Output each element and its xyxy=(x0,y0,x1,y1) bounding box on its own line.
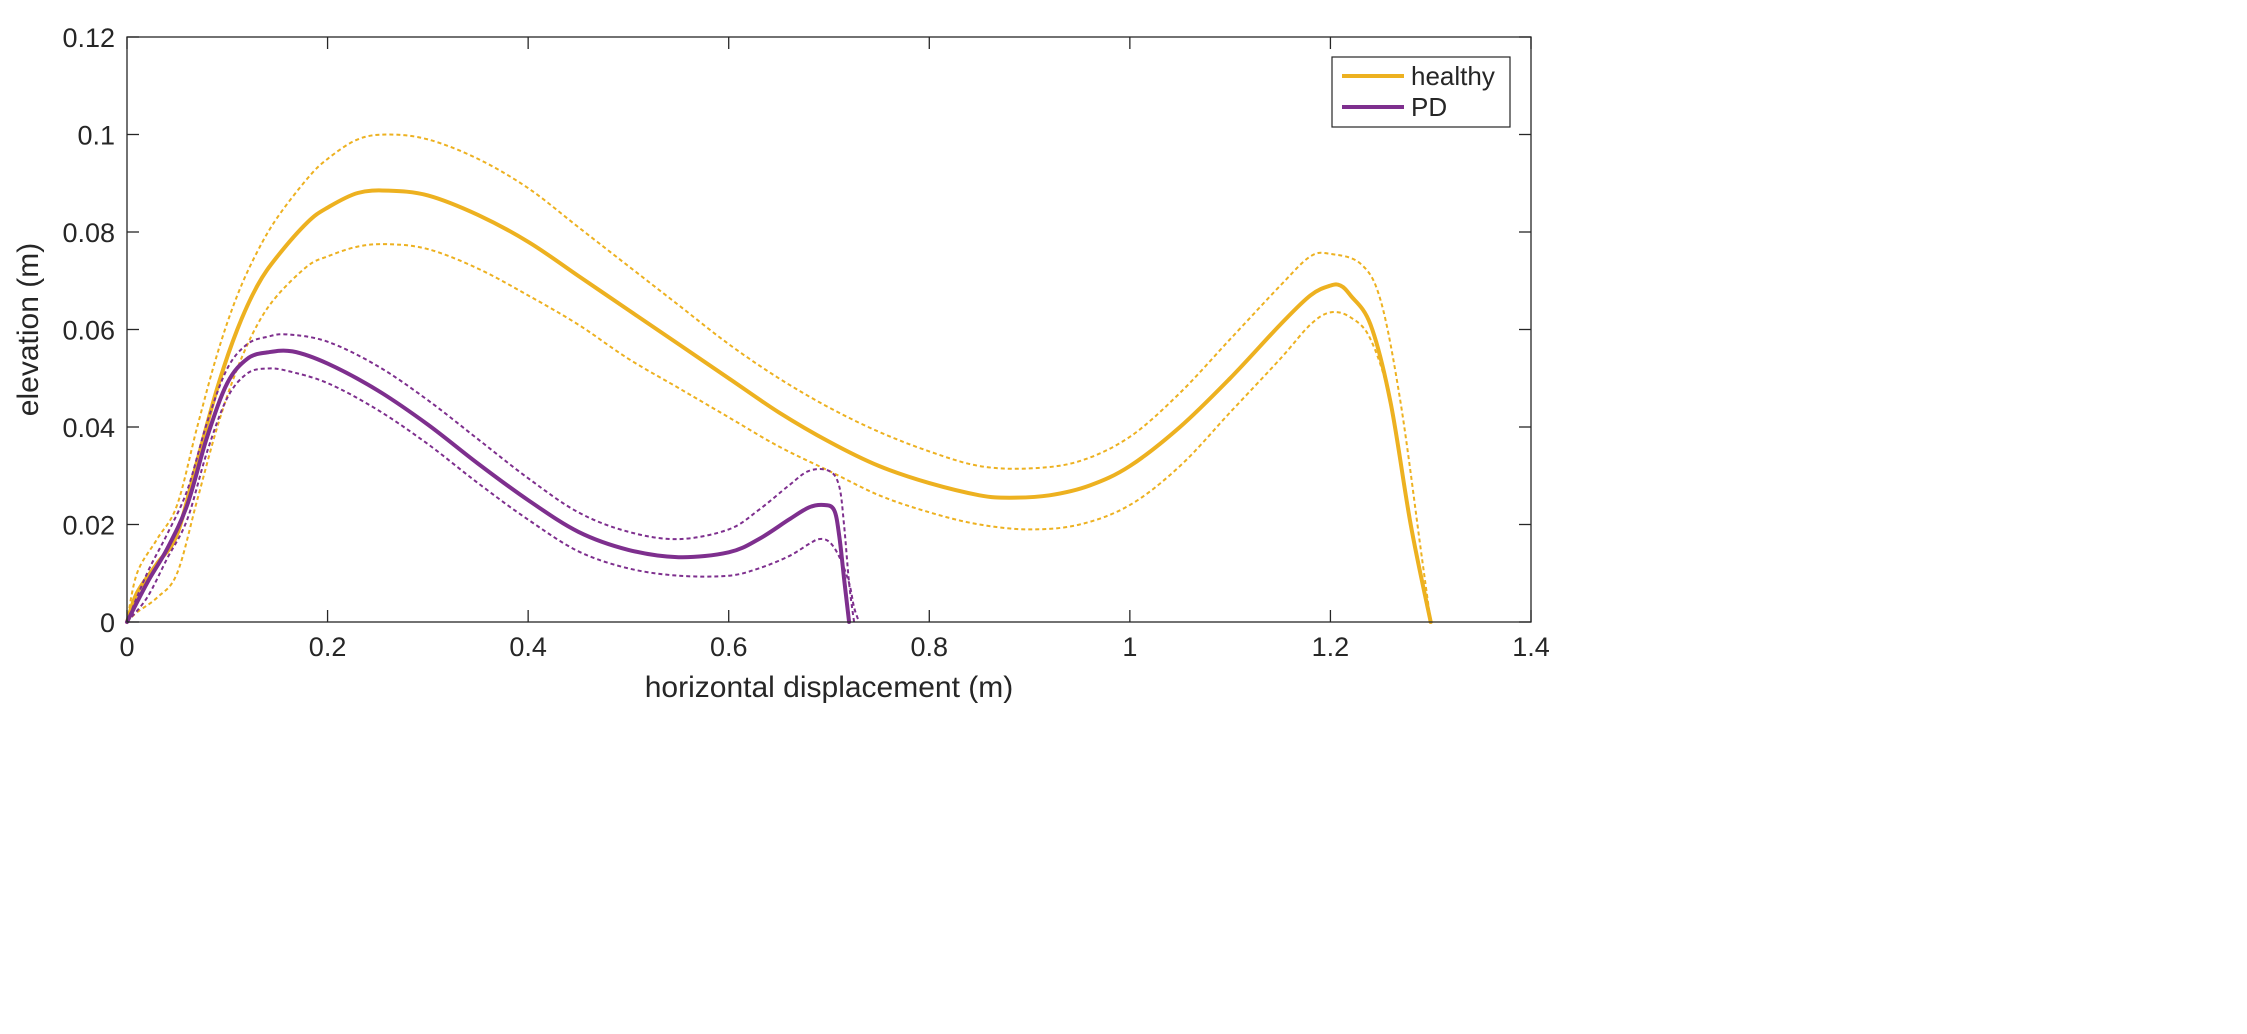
legend: healthy PD xyxy=(1331,56,1511,128)
x-tick-label: 0.6 xyxy=(710,632,748,662)
y-tick-label: 0.08 xyxy=(62,218,115,248)
y-tick-label: 0.12 xyxy=(62,23,115,53)
legend-box xyxy=(1331,56,1511,128)
legend-label-pd: PD xyxy=(1411,92,1447,122)
x-axis-title: horizontal displacement (m) xyxy=(645,671,1013,704)
series-line-pd xyxy=(125,348,852,624)
series-line-pd-lower xyxy=(126,367,861,623)
y-tick-label: 0.1 xyxy=(77,121,115,151)
y-axis-title: elevation (m) xyxy=(12,243,45,416)
legend-label-healthy: healthy xyxy=(1411,61,1495,91)
series-line-healthy xyxy=(125,188,1433,624)
x-tick-label: 0.2 xyxy=(309,632,347,662)
y-tick-label: 0.06 xyxy=(62,316,115,346)
y-tick-label: 0.02 xyxy=(62,511,115,541)
plot-lines xyxy=(125,133,1433,624)
elevation-chart: 0 0.2 0.4 0.6 0.8 1 1.2 1.4 0 0.02 0.04 0.06 0.08 0.… xyxy=(12,23,1550,704)
series-line-healthy-lower xyxy=(126,243,1432,623)
x-tick-label: 1.4 xyxy=(1512,632,1550,662)
x-axis: 0 0.2 0.4 0.6 0.8 1 1.2 1.4 xyxy=(119,37,1550,662)
y-axis: 0 0.02 0.04 0.06 0.08 0.1 0.12 xyxy=(62,23,1531,638)
x-tick-label: 0.4 xyxy=(509,632,547,662)
x-tick-label: 0 xyxy=(119,632,134,662)
y-tick-label: 0.04 xyxy=(62,413,115,443)
series-line-healthy-upper xyxy=(126,133,1432,623)
x-tick-label: 0.8 xyxy=(911,632,949,662)
x-tick-label: 1 xyxy=(1122,632,1137,662)
series-line-pd-upper xyxy=(126,333,856,623)
plot-frame xyxy=(126,36,1532,623)
y-tick-label: 0 xyxy=(100,608,115,638)
x-tick-label: 1.2 xyxy=(1312,632,1350,662)
